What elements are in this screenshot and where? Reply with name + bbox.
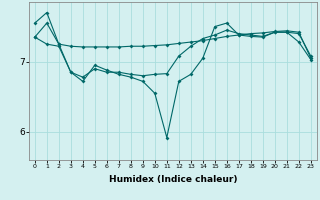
X-axis label: Humidex (Indice chaleur): Humidex (Indice chaleur) — [108, 175, 237, 184]
